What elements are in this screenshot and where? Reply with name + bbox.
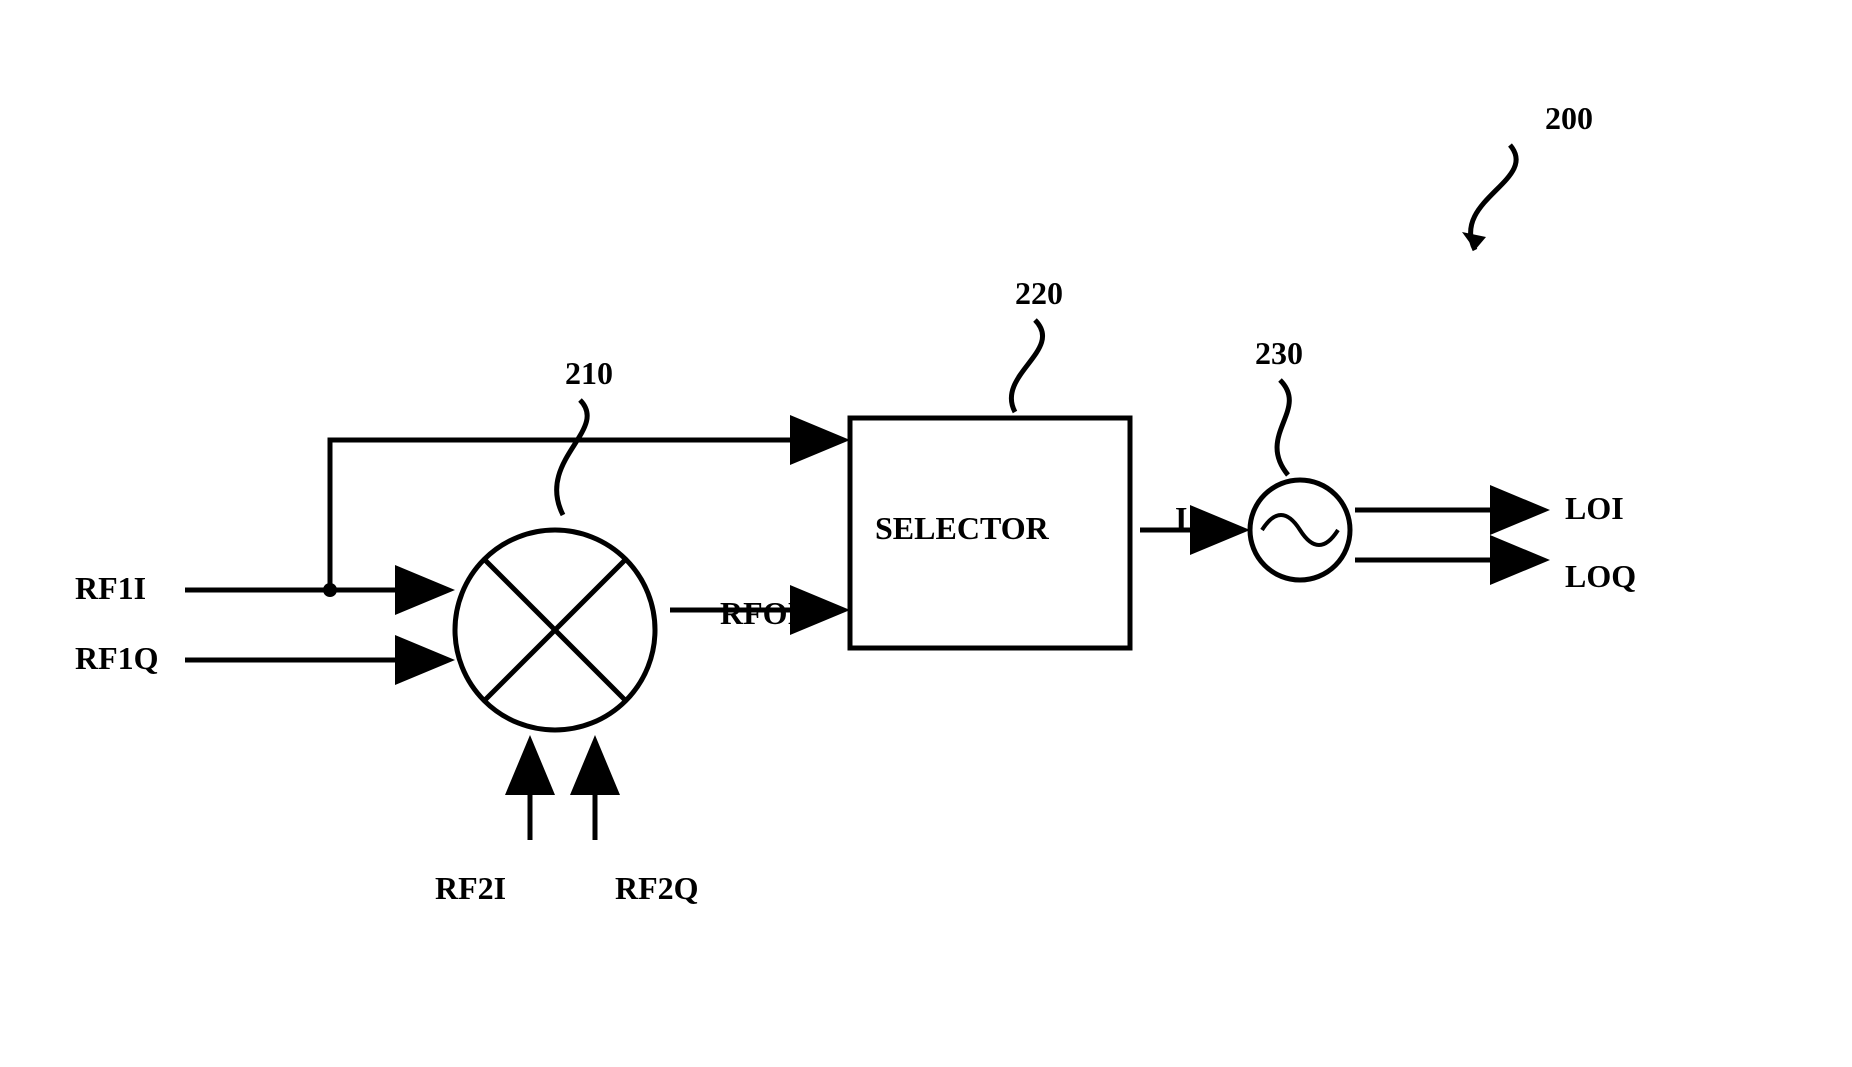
ref-230: 230 (1255, 335, 1303, 372)
oscillator-node (1250, 480, 1350, 580)
reference-squiggles (557, 145, 1517, 515)
ref-210: 210 (565, 355, 613, 392)
selector-label: SELECTOR (875, 510, 1049, 547)
ref-200: 200 (1545, 100, 1593, 137)
signal-loi: LOI (1565, 490, 1624, 527)
signal-i: I (1175, 500, 1187, 537)
edges (185, 440, 1540, 840)
signal-rf1i: RF1I (75, 570, 146, 607)
signal-rf2q: RF2Q (615, 870, 699, 907)
ref-220: 220 (1015, 275, 1063, 312)
signal-rf2i: RF2I (435, 870, 506, 907)
signal-rf1q: RF1Q (75, 640, 159, 677)
mixer-node (455, 530, 655, 730)
signal-rfoi: RFOI (720, 595, 800, 632)
signal-loq: LOQ (1565, 558, 1636, 595)
